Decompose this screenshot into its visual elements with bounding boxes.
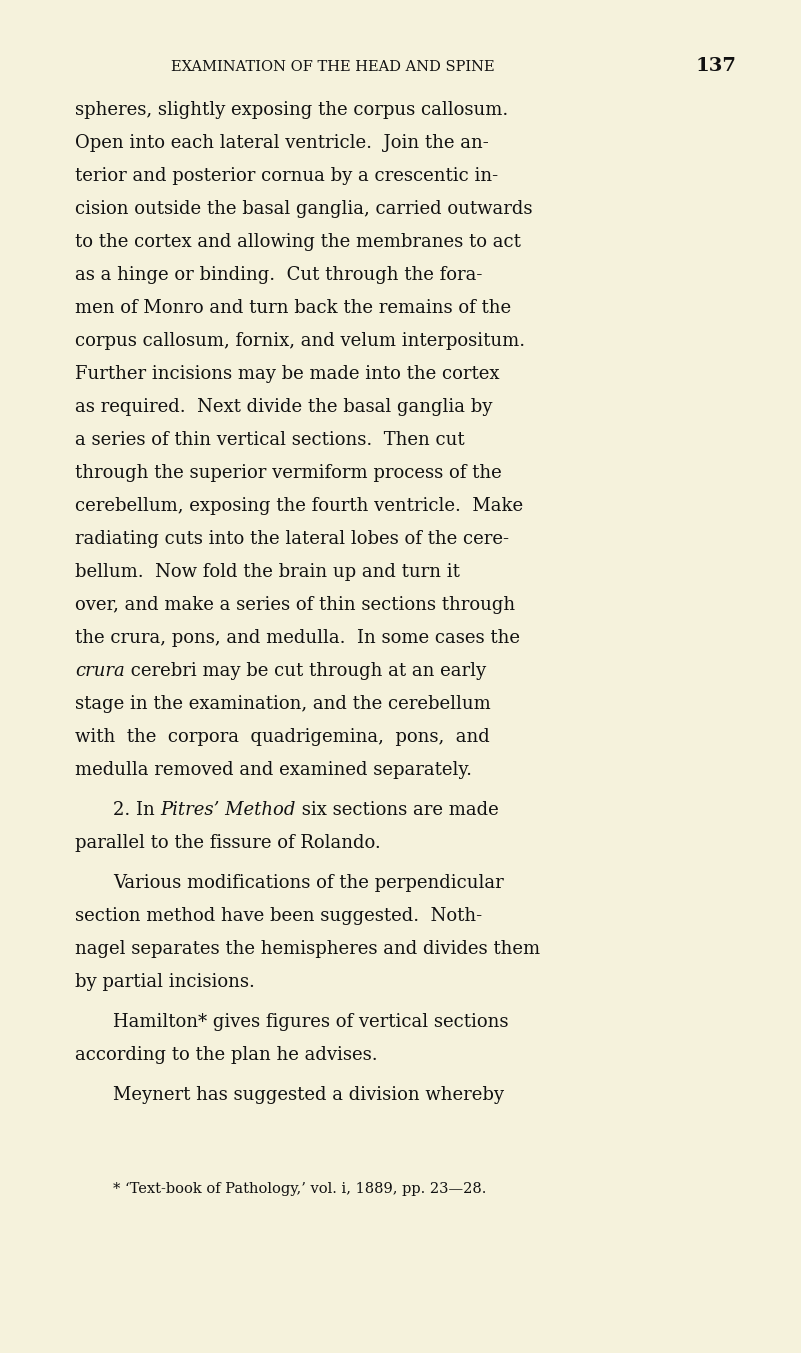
Text: Hamilton* gives figures of vertical sections: Hamilton* gives figures of vertical sect… (113, 1013, 509, 1031)
Text: the crura, pons, and medulla.  In some cases the: the crura, pons, and medulla. In some ca… (75, 629, 520, 647)
Text: 137: 137 (695, 57, 736, 74)
Text: over, and make a series of thin sections through: over, and make a series of thin sections… (75, 597, 515, 614)
Text: cerebri may be cut through at an early: cerebri may be cut through at an early (125, 662, 486, 681)
Text: Further incisions may be made into the cortex: Further incisions may be made into the c… (75, 365, 500, 383)
Text: cerebellum, exposing the fourth ventricle.  Make: cerebellum, exposing the fourth ventricl… (75, 497, 523, 515)
Text: nagel separates the hemispheres and divides them: nagel separates the hemispheres and divi… (75, 940, 540, 958)
Text: six sections are made: six sections are made (296, 801, 499, 819)
Text: by partial incisions.: by partial incisions. (75, 973, 255, 990)
Text: radiating cuts into the lateral lobes of the cere-: radiating cuts into the lateral lobes of… (75, 530, 509, 548)
Text: a series of thin vertical sections.  Then cut: a series of thin vertical sections. Then… (75, 432, 465, 449)
Text: spheres, slightly exposing the corpus callosum.: spheres, slightly exposing the corpus ca… (75, 101, 509, 119)
Text: as a hinge or binding.  Cut through the fora-: as a hinge or binding. Cut through the f… (75, 267, 482, 284)
Text: Open into each lateral ventricle.  Join the an-: Open into each lateral ventricle. Join t… (75, 134, 489, 152)
Text: EXAMINATION OF THE HEAD AND SPINE: EXAMINATION OF THE HEAD AND SPINE (171, 60, 494, 74)
Text: medulla removed and examined separately.: medulla removed and examined separately. (75, 760, 472, 779)
Text: * ‘Text-book of Pathology,’ vol. i, 1889, pp. 23—28.: * ‘Text-book of Pathology,’ vol. i, 1889… (113, 1183, 486, 1196)
Text: section method have been suggested.  Noth-: section method have been suggested. Noth… (75, 907, 482, 925)
Text: to the cortex and allowing the membranes to act: to the cortex and allowing the membranes… (75, 233, 521, 252)
Text: bellum.  Now fold the brain up and turn it: bellum. Now fold the brain up and turn i… (75, 563, 460, 580)
Text: Pitres’ Method: Pitres’ Method (160, 801, 296, 819)
Text: cision outside the basal ganglia, carried outwards: cision outside the basal ganglia, carrie… (75, 200, 533, 218)
Text: through the superior vermiform process of the: through the superior vermiform process o… (75, 464, 501, 482)
Text: according to the plan he advises.: according to the plan he advises. (75, 1046, 377, 1063)
Text: as required.  Next divide the basal ganglia by: as required. Next divide the basal gangl… (75, 398, 493, 415)
Text: men of Monro and turn back the remains of the: men of Monro and turn back the remains o… (75, 299, 511, 317)
Text: stage in the examination, and the cerebellum: stage in the examination, and the cerebe… (75, 695, 491, 713)
Text: Meynert has suggested a division whereby: Meynert has suggested a division whereby (113, 1086, 504, 1104)
Text: with  the  corpora  quadrigemina,  pons,  and: with the corpora quadrigemina, pons, and (75, 728, 489, 746)
Text: corpus callosum, fornix, and velum interpositum.: corpus callosum, fornix, and velum inter… (75, 331, 525, 350)
Text: 2. In: 2. In (113, 801, 160, 819)
Text: parallel to the fissure of Rolando.: parallel to the fissure of Rolando. (75, 833, 380, 852)
Text: crura: crura (75, 662, 125, 681)
Text: Various modifications of the perpendicular: Various modifications of the perpendicul… (113, 874, 504, 892)
Text: terior and posterior cornua by a crescentic in-: terior and posterior cornua by a crescen… (75, 166, 498, 185)
